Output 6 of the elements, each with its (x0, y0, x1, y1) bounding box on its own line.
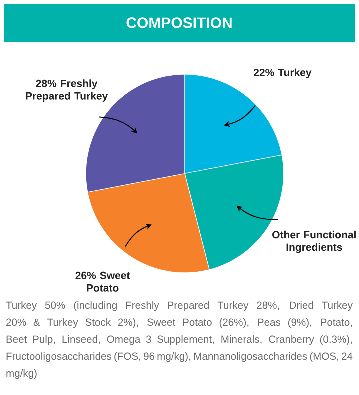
slice-label: 22% Turkey (254, 68, 312, 78)
slice-label: 26% Sweet Potato (76, 272, 130, 292)
text: Turkey 50% (including Freshly Prepared Turkey 28%, Dried Turkey 20% & Turkey Stock 2%), Sweet Potato (26%), Peas (9%), Potato, Beet Pulp, Linseed, Omega 3 Supplement, Minerals, Cranberry (0.3%), Fructooligosaccharides (FOS, 96 mg/kg), Mannanoligosaccharides (MOS, 24 mg/kg) (6, 302, 353, 380)
slice-label: 28% Freshly Prepared Turkey (26, 80, 108, 102)
chart-title: COMPOSITION (126, 18, 232, 28)
slice-label: Other Functional Ingredients (272, 230, 356, 254)
